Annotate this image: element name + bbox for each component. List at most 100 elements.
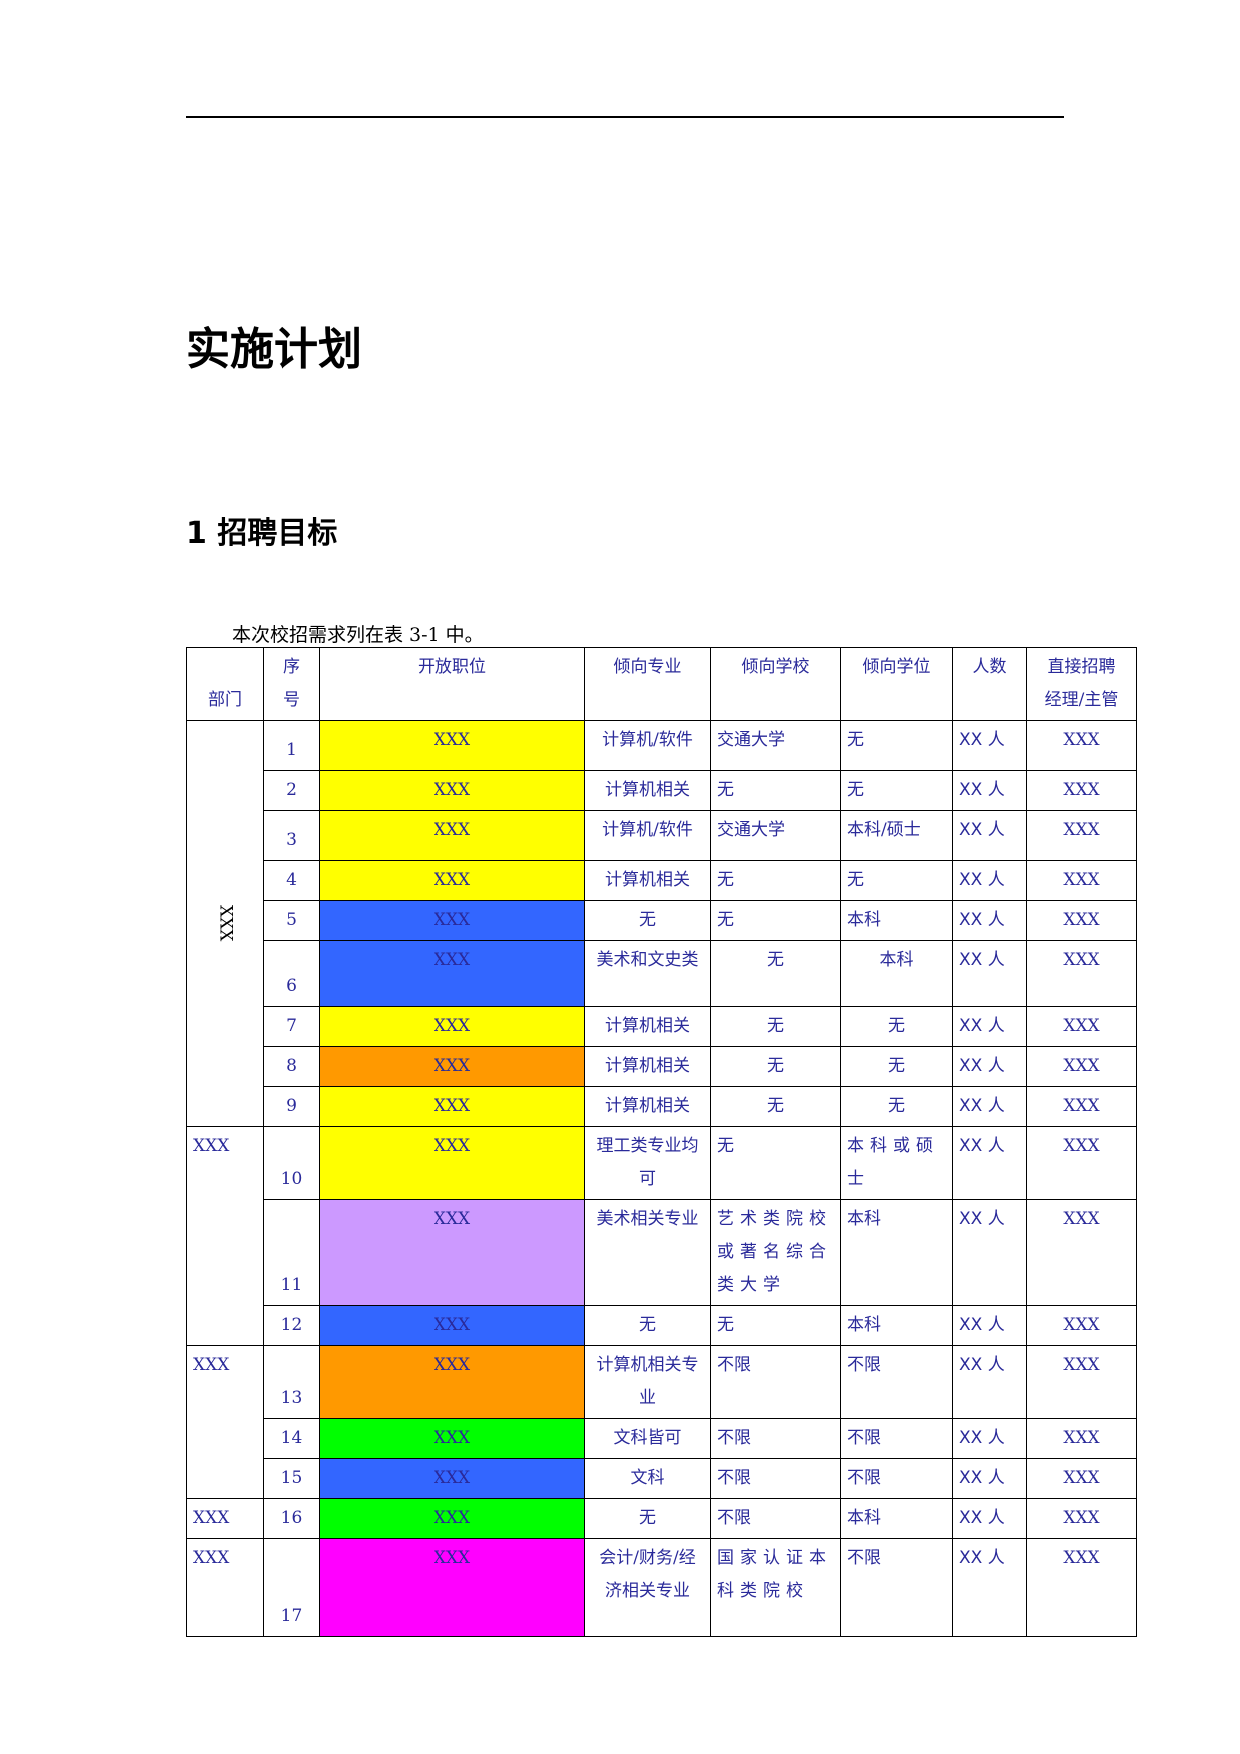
major-cell: 美术和文史类 — [584, 940, 711, 1007]
manager-cell: XXX — [1026, 940, 1137, 1007]
school-cell: 无 — [710, 1006, 841, 1047]
major-cell: 计算机相关 — [584, 770, 711, 811]
row-index: 5 — [263, 900, 320, 941]
degree-cell: 本科 — [840, 940, 953, 1007]
position-cell: XXX — [319, 1199, 585, 1306]
school-cell: 无 — [710, 1126, 841, 1200]
count-cell: XX 人 — [952, 900, 1027, 941]
manager-cell: XXX — [1026, 900, 1137, 941]
row-index: 11 — [263, 1199, 320, 1306]
major-cell: 计算机/软件 — [584, 810, 711, 861]
degree-cell: 本科 — [840, 1305, 953, 1346]
dept-label: XXX — [186, 1538, 264, 1637]
school-cell: 无 — [710, 1046, 841, 1087]
table-row: 2 XXX 计算机相关 无 无 XX 人 XXX — [187, 770, 1137, 811]
school-cell: 无 — [710, 1086, 841, 1127]
position-cell: XXX — [319, 720, 585, 771]
row-index: 16 — [263, 1498, 320, 1539]
section-title: 招聘目标 — [217, 516, 338, 551]
count-cell: XX 人 — [952, 1538, 1027, 1637]
position-cell: XXX — [319, 1305, 585, 1346]
header-rule — [186, 116, 1064, 118]
manager-cell: XXX — [1026, 720, 1137, 771]
count-cell: XX 人 — [952, 1418, 1027, 1459]
manager-cell: XXX — [1026, 1538, 1137, 1637]
degree-cell: 不限 — [840, 1418, 953, 1459]
table-row: 3 XXX 计算机/软件 交通大学 本科/硕士 XX 人 XXX — [187, 810, 1137, 861]
school-cell: 交通大学 — [710, 720, 841, 771]
school-cell: 国家认证本科类院校 — [710, 1538, 841, 1637]
school-cell: 不限 — [710, 1418, 841, 1459]
manager-cell: XXX — [1026, 1345, 1137, 1419]
degree-cell: 无 — [840, 1046, 953, 1087]
position-cell: XXX — [319, 810, 585, 861]
school-cell: 无 — [710, 900, 841, 941]
degree-cell: 本科 — [840, 900, 953, 941]
count-cell: XX 人 — [952, 1345, 1027, 1419]
header-manager-line2: 经理/主管 — [1044, 690, 1119, 710]
major-cell: 美术相关专业 — [584, 1199, 711, 1306]
row-index: 10 — [263, 1126, 320, 1200]
count-cell: XX 人 — [952, 1046, 1027, 1087]
manager-cell: XXX — [1026, 1086, 1137, 1127]
school-cell: 交通大学 — [710, 810, 841, 861]
row-index: 2 — [263, 770, 320, 811]
position-cell: XXX — [319, 860, 585, 901]
table-header-row: 部门 序号 开放职位 倾向专业 倾向学校 倾向学位 人数 直接招聘 经理/主管 — [186, 647, 1137, 721]
school-cell: 无 — [710, 860, 841, 901]
header-position: 开放职位 — [319, 647, 585, 721]
count-cell: XX 人 — [952, 720, 1027, 771]
manager-cell: XXX — [1026, 770, 1137, 811]
school-cell: 不限 — [710, 1458, 841, 1499]
row-index: 14 — [263, 1418, 320, 1459]
major-cell: 计算机相关专业 — [584, 1345, 711, 1419]
header-major: 倾向专业 — [584, 647, 711, 721]
major-cell: 计算机相关 — [584, 1006, 711, 1047]
header-school: 倾向学校 — [710, 647, 841, 721]
header-index: 序号 — [263, 647, 320, 721]
section-number: 1 — [186, 516, 207, 551]
degree-cell: 无 — [840, 1006, 953, 1047]
dept-cell: XXX — [186, 720, 264, 1127]
degree-cell: 无 — [840, 770, 953, 811]
table-row: 6 XXX 美术和文史类 无 本科 XX 人 XXX — [187, 940, 1137, 1007]
table-row: 11 XXX 美术相关专业 艺术类院校或著名综合类大学 本科 XX 人 XXX — [187, 1199, 1137, 1306]
degree-cell: 不限 — [840, 1458, 953, 1499]
header-index-top: 序 — [283, 657, 300, 677]
manager-cell: XXX — [1026, 1006, 1137, 1047]
row-index: 17 — [263, 1538, 320, 1637]
header-degree: 倾向学位 — [840, 647, 953, 721]
table-row: 8 XXX 计算机相关 无 无 XX 人 XXX — [187, 1046, 1137, 1087]
position-cell: XXX — [319, 1086, 585, 1127]
count-cell: XX 人 — [952, 1498, 1027, 1539]
major-cell: 计算机相关 — [584, 1086, 711, 1127]
position-cell: XXX — [319, 770, 585, 811]
major-cell: 计算机相关 — [584, 860, 711, 901]
dept-label: XXX — [186, 1345, 264, 1499]
count-cell: XX 人 — [952, 860, 1027, 901]
count-cell: XX 人 — [952, 940, 1027, 1007]
position-cell: XXX — [319, 1006, 585, 1047]
school-cell: 艺术类院校或著名综合类大学 — [710, 1199, 841, 1306]
major-cell: 会计/财务/经济相关专业 — [584, 1538, 711, 1637]
position-cell: XXX — [319, 1418, 585, 1459]
recruitment-table: 部门 序号 开放职位 倾向专业 倾向学校 倾向学位 人数 直接招聘 经理/主管 X… — [186, 647, 1137, 1637]
count-cell: XX 人 — [952, 770, 1027, 811]
manager-cell: XXX — [1026, 1046, 1137, 1087]
row-index: 15 — [263, 1458, 320, 1499]
manager-cell: XXX — [1026, 1305, 1137, 1346]
degree-cell: 无 — [840, 1086, 953, 1127]
table-row: 5 XXX 无 无 本科 XX 人 XXX — [187, 900, 1137, 941]
row-index: 1 — [263, 720, 320, 771]
header-count: 人数 — [952, 647, 1027, 721]
manager-cell: XXX — [1026, 810, 1137, 861]
row-index: 9 — [263, 1086, 320, 1127]
school-cell: 无 — [710, 940, 841, 1007]
degree-cell: 不限 — [840, 1538, 953, 1637]
count-cell: XX 人 — [952, 1006, 1027, 1047]
major-cell: 计算机相关 — [584, 1046, 711, 1087]
position-cell: XXX — [319, 1046, 585, 1087]
degree-cell: 本科 — [840, 1199, 953, 1306]
dept-label: XXX — [186, 1498, 264, 1539]
degree-cell: 无 — [840, 720, 953, 771]
